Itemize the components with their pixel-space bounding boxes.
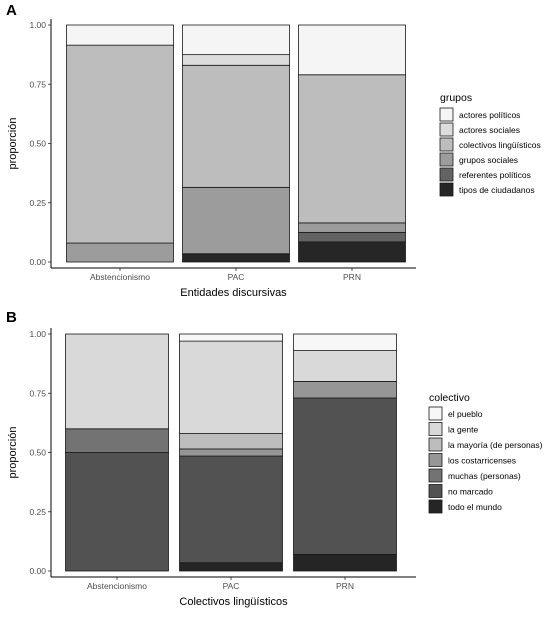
y-tick-label: 0.75 xyxy=(29,388,46,398)
bar-segment xyxy=(293,381,397,399)
legend-swatch xyxy=(439,107,454,122)
chart-b-svg: B 0.00 0.25 0.50 0.75 1.00 Abstencionismo PAC PR… xyxy=(6,309,543,608)
legend-label: la mayoría (de personas) xyxy=(448,440,543,450)
chart-panel-a: A 0.00 0.25 0.50 0.75 1.00 Abstencionismo PAC PR… xyxy=(0,0,557,307)
y-tick-label: 0.50 xyxy=(29,139,46,149)
y-tick-label: 1.00 xyxy=(29,20,46,30)
legend-swatch xyxy=(428,422,443,436)
legend-swatch xyxy=(439,152,454,167)
x-tick-label: PAC xyxy=(223,581,240,591)
y-tick-label: 0.00 xyxy=(29,257,46,267)
panel-label: A xyxy=(6,2,17,19)
bar-segment xyxy=(298,222,406,233)
bar-segment xyxy=(182,64,290,188)
bar-segment xyxy=(182,24,290,56)
y-tick-label: 0.25 xyxy=(29,507,46,517)
legend-label: colectivos lingüísticos xyxy=(459,140,541,150)
bar-segment xyxy=(293,350,397,382)
legend-label: tipos de ciudadanos xyxy=(459,185,535,195)
legend-swatch xyxy=(428,437,443,452)
legend-swatch xyxy=(439,122,454,137)
y-axis-title: proporción xyxy=(7,118,19,170)
x-tick-label: Abstencionismo xyxy=(90,272,150,282)
legend-label: la gente xyxy=(448,425,479,435)
bar-segment xyxy=(293,554,397,572)
bar-segment xyxy=(182,54,290,66)
bar-segment xyxy=(179,333,283,342)
legend-label: muchas (personas) xyxy=(448,471,521,481)
legend-swatch xyxy=(439,137,454,152)
x-tick-label: PRN xyxy=(343,272,361,282)
bar-segment xyxy=(65,452,169,572)
y-axis-title: proporción xyxy=(7,427,19,479)
bar-segment xyxy=(298,231,406,243)
bar-segment xyxy=(179,448,283,457)
legend-label: no marcado xyxy=(448,487,493,497)
y-tick-label: 0.75 xyxy=(29,79,46,89)
legend-label: los costarricenses xyxy=(448,456,516,466)
bar-segment xyxy=(182,186,290,255)
legend-swatch xyxy=(428,499,443,514)
bar-segment xyxy=(298,241,406,263)
bar-segment xyxy=(298,74,406,224)
bar-segment xyxy=(66,242,174,263)
legend-title: grupos xyxy=(440,92,472,104)
y-tick-label: 0.00 xyxy=(29,566,46,576)
bar-segment xyxy=(65,428,169,453)
bar-segment xyxy=(65,333,169,430)
bar-segment xyxy=(179,433,283,450)
legend-swatch xyxy=(439,182,454,197)
legend-swatch xyxy=(439,167,454,182)
y-tick-label: 0.50 xyxy=(29,448,46,458)
bar-segment xyxy=(66,44,174,244)
bar-segment xyxy=(293,333,397,351)
x-tick-label: Abstencionismo xyxy=(87,581,147,591)
y-tick-label: 1.00 xyxy=(29,329,46,339)
panel-label: B xyxy=(6,309,17,326)
bar-segment xyxy=(182,253,290,263)
legend-label: referentes políticos xyxy=(459,170,531,180)
x-tick-label: PAC xyxy=(228,272,245,282)
legend-label: actores políticos xyxy=(459,110,520,120)
legend-label: grupos sociales xyxy=(459,155,518,165)
bar-segment xyxy=(293,397,397,555)
bar-segment xyxy=(298,24,406,76)
legend-swatch xyxy=(428,453,443,467)
legend-label: todo el mundo xyxy=(448,502,502,512)
legend-swatch xyxy=(428,406,443,421)
chart-panel-b: B 0.00 0.25 0.50 0.75 1.00 Abstencionismo PAC PR… xyxy=(0,307,557,619)
x-axis-title: Entidades discursivas xyxy=(180,287,287,299)
x-axis-title: Colectivos lingüísticos xyxy=(179,596,288,608)
chart-a-svg: A 0.00 0.25 0.50 0.75 1.00 Abstencionismo PAC PR… xyxy=(6,2,541,299)
legend-swatch xyxy=(428,468,443,483)
x-tick-label: PRN xyxy=(336,581,354,591)
bar-segment xyxy=(179,340,283,434)
bar-segment xyxy=(179,562,283,572)
y-tick-label: 0.25 xyxy=(29,198,46,208)
legend-label: el pueblo xyxy=(448,409,483,419)
bar-segment xyxy=(66,24,174,46)
legend-label: actores sociales xyxy=(459,125,520,135)
legend-swatch xyxy=(428,484,443,498)
bar-segment xyxy=(179,455,283,564)
legend-title: colectivo xyxy=(429,392,470,404)
